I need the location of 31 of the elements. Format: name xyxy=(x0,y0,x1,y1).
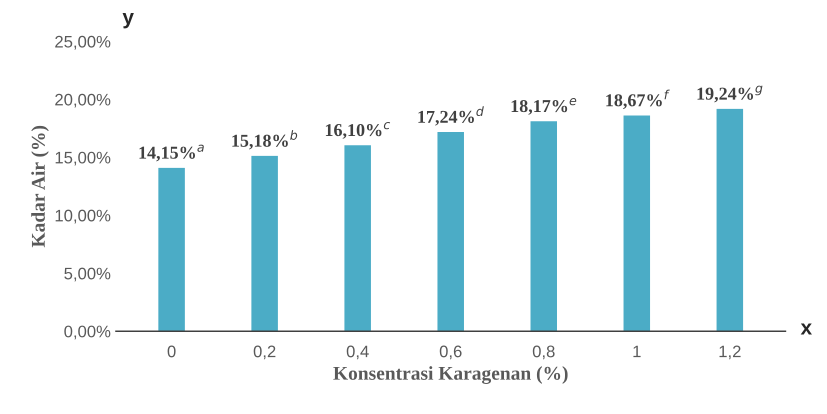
data-label: 19,24%$^{g}$ xyxy=(698,86,762,102)
bar xyxy=(622,114,652,332)
y-tick-label: 15,00% xyxy=(56,152,110,166)
text: y xyxy=(122,13,134,28)
data-label: 18,67%$^{f}$ xyxy=(606,90,670,109)
x-tick-label: 0,8 xyxy=(532,346,555,360)
bar xyxy=(343,144,372,332)
x-tick-label: 1,2 xyxy=(720,346,741,360)
text: x xyxy=(800,324,812,335)
bar xyxy=(529,120,558,332)
x-tick-label: 0,6 xyxy=(440,346,462,360)
bar xyxy=(715,107,744,332)
data-label: 17,24%$^{d}$ xyxy=(418,106,484,126)
x-tick-label: 0,4 xyxy=(346,346,369,360)
bar xyxy=(156,166,186,332)
y-tick-label: 25,00% xyxy=(55,36,110,50)
y-tick-label: 0,00% xyxy=(64,326,110,340)
x-tick-label: 0 xyxy=(168,346,176,358)
x-tick-label: 1 xyxy=(633,346,641,358)
x-axis-title: Konsentrasi Karagenan (%) xyxy=(333,366,568,384)
data-label: 16,10%$^{c}$ xyxy=(326,122,390,139)
y-tick-label: 20,00% xyxy=(55,94,110,108)
bar xyxy=(436,130,466,332)
bar xyxy=(250,154,280,332)
y-tick-label: 5,00% xyxy=(64,268,110,282)
y-tick-label: 10,00% xyxy=(56,210,110,224)
data-label: 18,17%$^{e}$ xyxy=(512,98,576,115)
data-label: 14,15%$^{a}$ xyxy=(139,144,204,162)
data-label: 15,18%$^{b}$ xyxy=(232,130,298,150)
x-tick-label: 0,2 xyxy=(254,346,276,360)
y-axis-title: Kadar Air (%) xyxy=(31,126,49,248)
